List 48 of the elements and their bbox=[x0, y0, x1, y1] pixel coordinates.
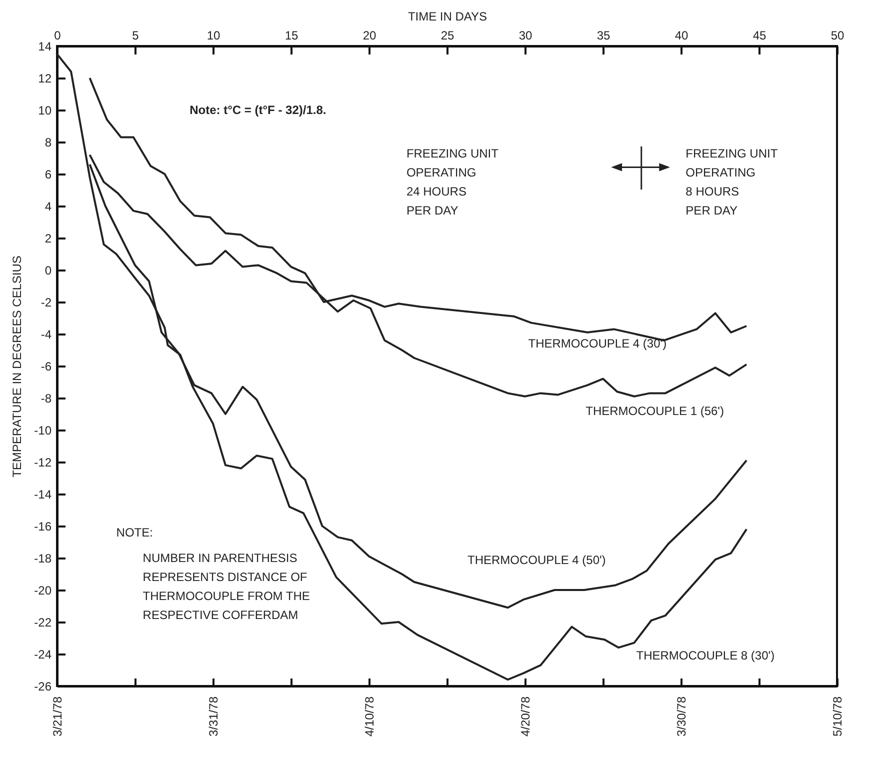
x2-tick-label: 3/21/78 bbox=[50, 696, 64, 737]
y-tick-label: -6 bbox=[40, 360, 52, 374]
annotation: Note: t°C = (t°F - 32)/1.8. bbox=[190, 103, 326, 118]
x-tick-label: 40 bbox=[674, 28, 688, 42]
y-tick-label: 4 bbox=[44, 200, 52, 214]
y-tick-label: 2 bbox=[44, 232, 52, 246]
y-axis-title: TEMPERATURE IN DEGREES CELSIUS bbox=[10, 256, 24, 478]
x-tick-label: 15 bbox=[284, 28, 298, 42]
x-tick-label: 10 bbox=[206, 28, 220, 42]
y-tick-label: -8 bbox=[40, 392, 52, 406]
x-tick-label: 50 bbox=[830, 28, 844, 42]
y-tick-label: 8 bbox=[44, 136, 52, 150]
y-tick-label: -2 bbox=[40, 296, 52, 310]
x-tick-label: 35 bbox=[596, 28, 610, 42]
y-tick-label: -12 bbox=[34, 456, 52, 470]
series-label: THERMOCOUPLE 8 (30') bbox=[636, 648, 775, 663]
series-label: THERMOCOUPLE 4 (50') bbox=[467, 553, 606, 567]
y-tick-label: -20 bbox=[34, 584, 52, 598]
x2-tick-label: 5/10/78 bbox=[830, 696, 844, 737]
y-tick-label: -4 bbox=[40, 328, 52, 342]
annotation: NOTE: bbox=[116, 526, 153, 540]
y-tick-label: -16 bbox=[34, 520, 52, 534]
y-tick-label: 14 bbox=[38, 40, 52, 54]
y-tick-label: -10 bbox=[34, 424, 52, 438]
x-tick-label: 5 bbox=[132, 28, 140, 42]
y-tick-label: -14 bbox=[34, 488, 52, 502]
series-label: THERMOCOUPLE 1 (56') bbox=[586, 404, 724, 418]
x2-tick-label: 3/31/78 bbox=[206, 696, 220, 737]
y-tick-label: -24 bbox=[34, 648, 52, 662]
y-tick-label: 6 bbox=[44, 168, 52, 182]
y-tick-label: 10 bbox=[38, 104, 52, 118]
annotation: FREEZING UNIT OPERATING 8 HOURS PER DAY bbox=[686, 146, 778, 218]
y-tick-label: -26 bbox=[34, 680, 52, 694]
annotation: NUMBER IN PARENTHESIS REPRESENTS DISTANCE OF THERMOCOUPLE FROM THE RESPECTIVE COFFERDAM bbox=[142, 551, 310, 622]
x-tick-label: 20 bbox=[362, 28, 376, 42]
x2-tick-label: 4/20/78 bbox=[518, 696, 532, 737]
annotation: FREEZING UNIT OPERATING 24 HOURS PER DAY bbox=[406, 146, 500, 218]
x2-tick-label: 4/10/78 bbox=[362, 696, 376, 737]
x-tick-label: 25 bbox=[440, 28, 454, 42]
y-tick-label: 12 bbox=[38, 72, 52, 86]
x-axis-title: TIME IN DAYS bbox=[408, 10, 488, 24]
x-tick-label: 0 bbox=[54, 28, 62, 42]
y-tick-label: -18 bbox=[34, 552, 52, 566]
x2-tick-label: 3/30/78 bbox=[674, 696, 688, 737]
y-tick-label: 0 bbox=[44, 264, 52, 278]
x-tick-label: 30 bbox=[518, 28, 532, 42]
x-tick-label: 45 bbox=[752, 28, 766, 42]
y-tick-label: -22 bbox=[34, 616, 52, 630]
